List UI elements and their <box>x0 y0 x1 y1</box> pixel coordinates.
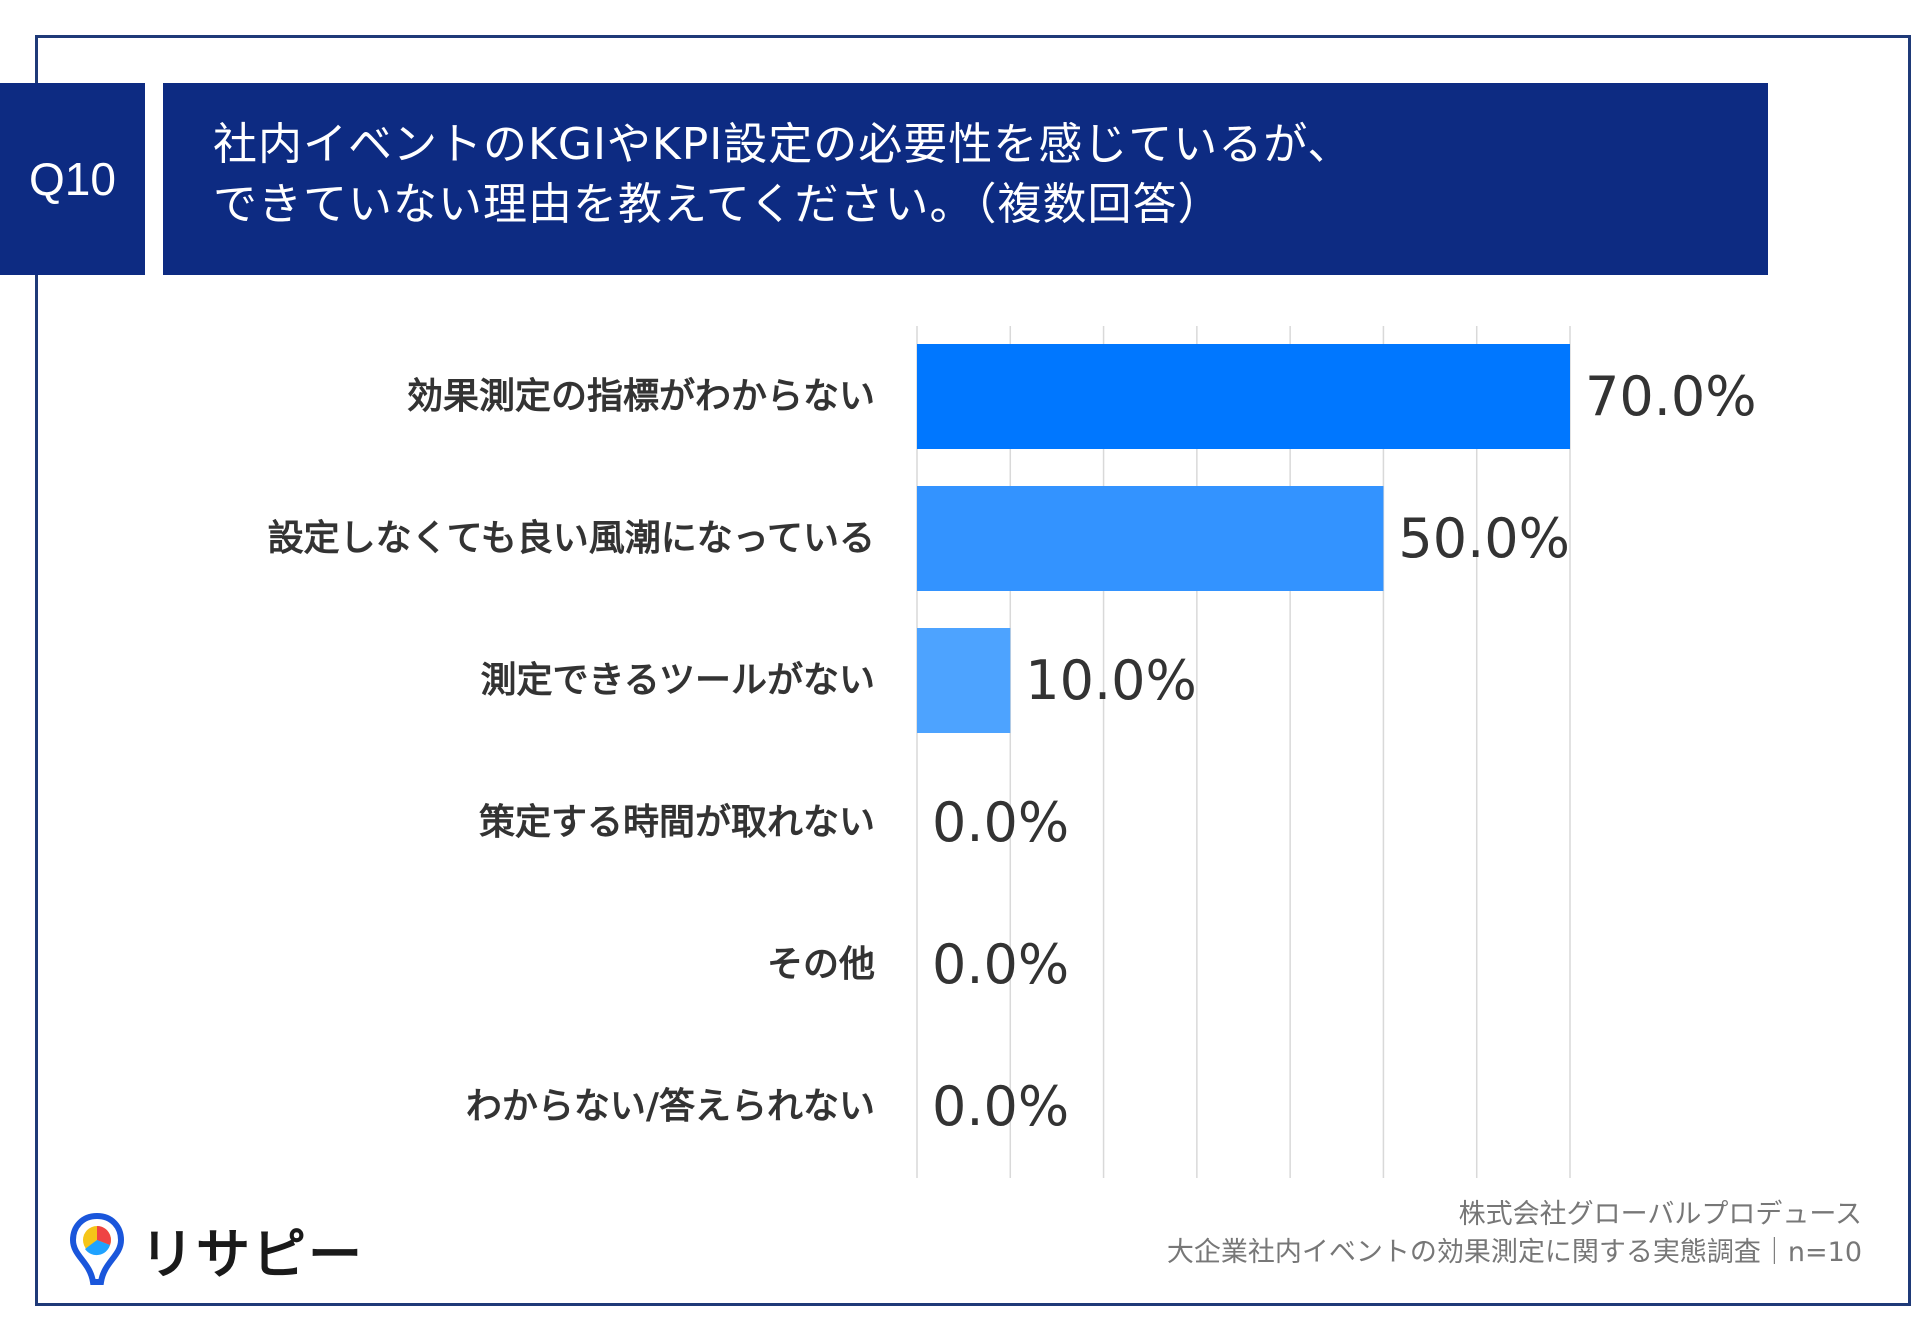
gridlines <box>916 326 1571 1178</box>
category-label-その他: その他 <box>767 944 875 985</box>
footer-survey: 大企業社内イベントの効果測定に関する実態調査｜n=10 <box>1166 1237 1862 1268</box>
category-label-効果測定の指標がわからない: 効果測定の指標がわからない <box>407 376 875 417</box>
category-label-測定できるツールがない: 測定できるツールがない <box>480 660 875 701</box>
category-labels: 効果測定の指標がわからない設定しなくても良い風潮になっている測定できるツールがな… <box>268 376 875 1127</box>
bar-測定できるツールがない <box>917 628 1011 733</box>
value-labels: 70.0% 50.0% 10.0% 0.0% 0.0% 0.0% <box>932 365 1757 1138</box>
value-label-策定する時間が取れない: 0.0% <box>932 791 1069 854</box>
question-number-badge: Q10 <box>0 83 145 275</box>
question-title-line-1: 社内イベントのKGIやKPI設定の必要性を感じているが、 <box>213 119 1353 170</box>
risapy-logo: リサピー <box>68 1212 364 1286</box>
footer-credit: 株式会社グローバルプロデュース 大企業社内イベントの効果測定に関する実態調査｜n… <box>1167 1196 1862 1272</box>
value-label-設定しなくても良い風潮になっている: 50.0% <box>1398 507 1570 570</box>
logo-wordmark: リサピー <box>140 1222 364 1286</box>
category-label-策定する時間が取れない: 策定する時間が取れない <box>479 802 875 843</box>
value-label-その他: 0.0% <box>932 933 1069 996</box>
bar-設定しなくても良い風潮になっている <box>917 486 1384 591</box>
value-label-効果測定の指標がわからない: 70.0% <box>1585 365 1757 428</box>
category-label-わからない-答えられない: わからない/答えられない <box>466 1086 875 1127</box>
category-label-設定しなくても良い風潮になっている: 設定しなくても良い風潮になっている <box>268 518 875 559</box>
value-label-わからない-答えられない: 0.0% <box>932 1075 1069 1138</box>
question-title-line-2: できていない理由を教えてください。（複数回答） <box>213 179 1223 230</box>
question-title: 社内イベントのKGIやKPI設定の必要性を感じているが、 できていない理由を教え… <box>163 83 1768 275</box>
bars <box>917 344 1570 733</box>
bar-効果測定の指標がわからない <box>917 344 1570 449</box>
outer-frame <box>35 35 1911 1306</box>
footer-company: 株式会社グローバルプロデュース <box>1458 1199 1862 1230</box>
value-label-測定できるツールがない: 10.0% <box>1025 649 1197 712</box>
map-pin-pie-icon <box>69 1212 125 1285</box>
